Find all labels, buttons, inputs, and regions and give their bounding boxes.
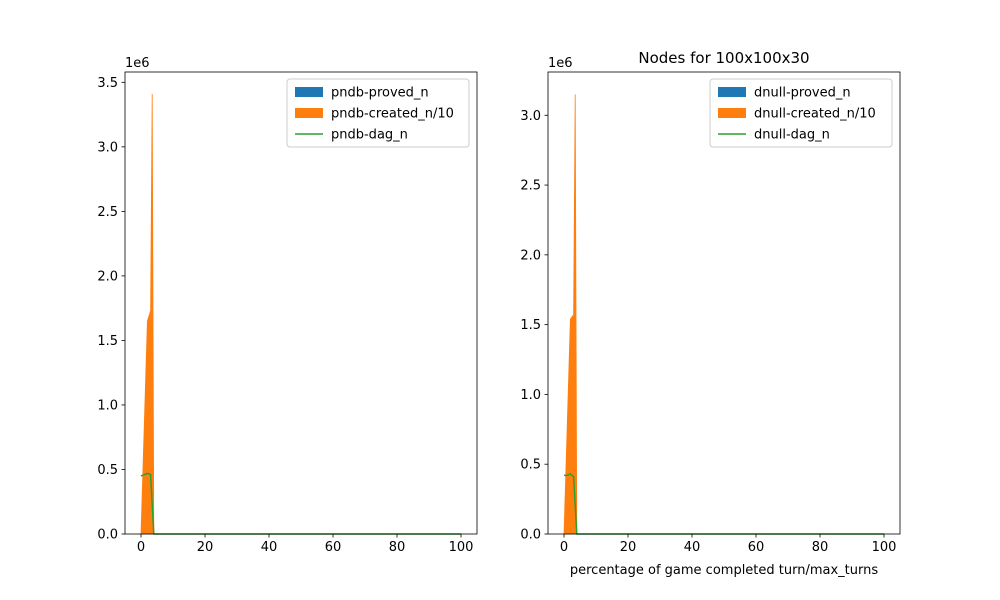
right-y-tick-label: 3.0: [520, 109, 541, 124]
left-legend: pndb-proved_n pndb-created_n/10 pndb-dag_n: [286, 78, 470, 148]
left-legend-label: pndb-created_n/10: [331, 107, 454, 122]
right-legend-label: dnull-proved_n: [754, 86, 851, 101]
left-x-tick-label: 40: [261, 540, 278, 555]
right-x-tick-label: 80: [812, 540, 829, 555]
left-x-tick-label: 20: [197, 540, 214, 555]
left-y-tick-label: 1.5: [97, 334, 118, 349]
left-x-tick-label: 80: [389, 540, 406, 555]
left-chart-panel: 0 20 40 60 80 100 0.0 0.5 1.0 1.5 2.0 2.5 3.0 3.5 1e6 p…: [97, 56, 478, 555]
left-legend-box: [286, 78, 470, 148]
left-legend-label: pndb-proved_n: [331, 86, 429, 101]
right-chart-title: Nodes for 100x100x30: [638, 49, 809, 67]
left-y-tick-label: 3.5: [97, 76, 118, 91]
right-x-tick-label: 40: [684, 540, 701, 555]
right-legend-swatch: [718, 108, 746, 118]
right-y-tick-label: 0.0: [520, 528, 541, 543]
left-y-tick-label: 0.5: [97, 463, 118, 478]
left-axes-frame: [124, 71, 478, 535]
right-y-offset-label: 1e6: [548, 56, 573, 71]
left-legend-swatch: [295, 87, 323, 97]
right-legend-label: dnull-created_n/10: [754, 107, 876, 122]
left-y-tick-label: 0.0: [97, 528, 118, 543]
right-axes-frame: [547, 71, 901, 535]
right-x-axis-label: percentage of game completed turn/max_tu…: [570, 563, 879, 578]
left-legend-label: pndb-dag_n: [331, 128, 408, 143]
left-legend-swatch: [295, 108, 323, 118]
right-y-tick-label: 2.5: [520, 179, 541, 194]
left-y-tick-label: 2.0: [97, 269, 118, 284]
right-x-tick-label: 100: [872, 540, 897, 555]
left-series-pndb-created_n/10-area: [140, 93, 461, 535]
left-x-tick-label: 60: [325, 540, 342, 555]
left-y-tick-label: 2.5: [97, 205, 118, 220]
left-y-tick-label: 1.0: [97, 398, 118, 413]
right-legend-box: [709, 78, 893, 148]
left-x-tick-label: 0: [137, 540, 145, 555]
left-series-pndb-dag_n-line: [140, 472, 461, 535]
right-y-tick-label: 1.5: [520, 318, 541, 333]
left-y-tick-label: 3.0: [97, 140, 118, 155]
right-legend-swatch: [718, 87, 746, 97]
right-y-tick-label: 1.0: [520, 388, 541, 403]
right-series-dnull-dag_n-line: [564, 473, 884, 535]
right-y-tick-label: 2.0: [520, 248, 541, 263]
right-chart-panel: 0 20 40 60 80 100 0.0 0.5 1.0 1.5 2.0 2.5 3.0 1e6 Node…: [520, 49, 901, 578]
left-x-tick-label: 100: [449, 540, 474, 555]
right-x-tick-label: 20: [620, 540, 637, 555]
right-legend: dnull-proved_n dnull-created_n/10 dnull-da…: [709, 78, 893, 148]
left-y-offset-label: 1e6: [125, 56, 150, 71]
right-x-tick-label: 0: [560, 540, 568, 555]
right-series-dnull-created_n/10-area: [563, 94, 884, 535]
right-y-tick-label: 0.5: [520, 458, 541, 473]
right-x-tick-label: 60: [748, 540, 765, 555]
right-legend-label: dnull-dag_n: [754, 128, 830, 143]
